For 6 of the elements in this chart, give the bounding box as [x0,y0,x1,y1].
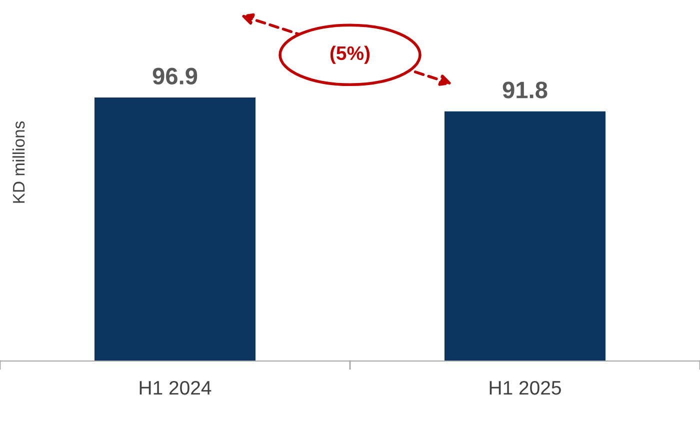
x-tick-label: H1 2025 [490,380,561,395]
text: (5%) [330,46,370,64]
data-label: 96.9 [152,68,198,84]
data-label: 91.8 [502,82,548,98]
y-axis-title: KD millions [12,121,25,203]
x-tick-label: H1 2024 [140,380,212,395]
